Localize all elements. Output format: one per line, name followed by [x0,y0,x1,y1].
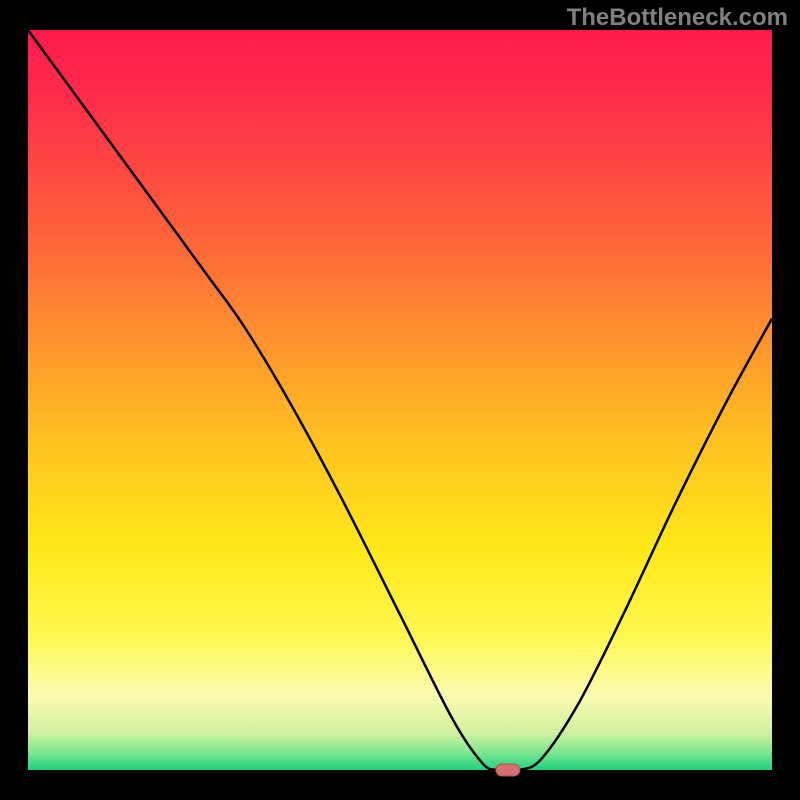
gradient-background [28,30,772,770]
watermark-text: TheBottleneck.com [567,4,788,32]
optimum-marker [496,764,520,776]
chart-container: TheBottleneck.com [0,0,800,800]
bottleneck-chart [0,0,800,800]
